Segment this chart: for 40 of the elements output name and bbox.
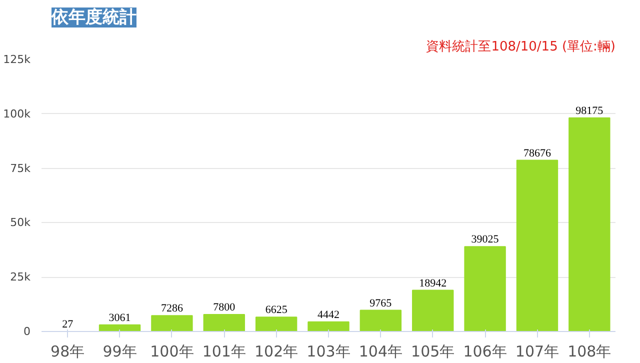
y-tick-label: 50k — [10, 216, 32, 230]
bar — [568, 117, 610, 332]
bar — [464, 246, 506, 332]
bar — [151, 315, 193, 332]
x-tick-label: 107年 — [515, 342, 560, 360]
data-label: 3061 — [108, 312, 131, 324]
x-tick-label: 100年 — [150, 342, 194, 360]
data-label: 4442 — [318, 308, 340, 321]
x-tick-label: 105年 — [411, 342, 455, 360]
x-tick-label: 102年 — [254, 342, 298, 360]
chart-title: 依年度統計 — [50, 8, 136, 28]
text: 資料統計至108/10/15 (單位:輛) — [426, 40, 616, 54]
y-tick-label: 25k — [10, 270, 32, 284]
bar — [360, 310, 402, 332]
x-tick-label: 108年 — [568, 342, 612, 360]
x-tick-label: 101年 — [202, 342, 246, 360]
data-label: 18942 — [419, 277, 447, 290]
x-tick-label: 98年 — [50, 342, 85, 360]
y-tick-label: 125k — [3, 53, 32, 66]
bar — [308, 321, 350, 332]
data-label: 98175 — [576, 104, 604, 117]
data-label: 9765 — [370, 297, 392, 310]
data-label: 39025 — [471, 234, 500, 246]
x-tick-label: 104年 — [358, 342, 403, 360]
data-label: 7800 — [213, 302, 236, 314]
bar — [98, 324, 141, 332]
x-tick-label: 103年 — [306, 342, 350, 360]
y-tick-label: 75k — [10, 162, 32, 175]
bar — [516, 160, 558, 332]
bar — [203, 314, 245, 332]
data-label: 78676 — [523, 147, 552, 160]
x-tick-label: 99年 — [102, 342, 137, 360]
bar — [412, 290, 454, 332]
y-tick-label: 100k — [3, 107, 32, 120]
data-label: 27 — [62, 318, 74, 330]
y-tick-label: 0 — [24, 325, 30, 338]
data-label: 6625 — [265, 304, 288, 316]
bar — [255, 316, 298, 332]
data-label: 7286 — [160, 302, 184, 315]
x-tick-label: 106年 — [463, 342, 507, 360]
